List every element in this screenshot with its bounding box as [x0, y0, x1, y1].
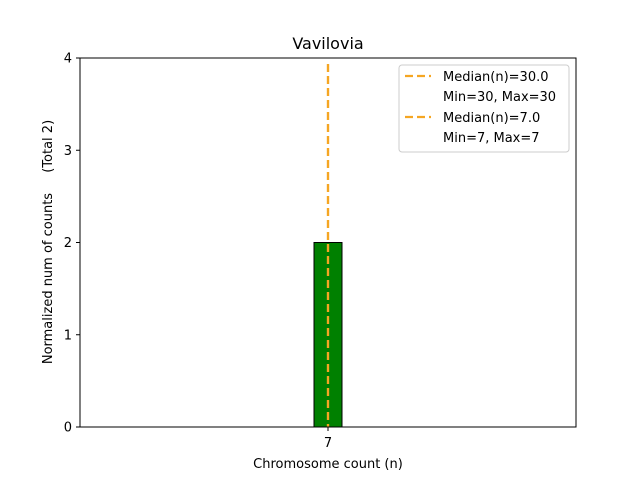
- y-axis-label-text: Normalized num of counts (Total 2): [41, 120, 56, 364]
- y-tick-label: 2: [64, 236, 72, 251]
- legend-box: [398, 64, 570, 153]
- x-axis: 7: [324, 427, 332, 451]
- chart-title: Vavilovia: [292, 34, 363, 53]
- y-tick-label: 4: [64, 52, 72, 67]
- y-axis-label-total: (Total 2): [41, 120, 56, 173]
- legend-label: Median(n)=30.0: [443, 70, 549, 85]
- legend-sublabel: Min=7, Max=7: [443, 131, 540, 146]
- legend-label: Median(n)=7.0: [443, 111, 540, 126]
- x-tick-label: 7: [324, 436, 332, 451]
- y-axis: 0 1 2 3 4: [64, 52, 80, 436]
- legend: Median(n)=30.0 Min=30, Max=30 Median(n)=7.…: [398, 64, 570, 153]
- y-axis-label: Normalized num of counts (Total 2): [41, 120, 56, 364]
- plot-frame: [79, 57, 577, 428]
- legend-sublabel: Min=30, Max=30: [443, 90, 556, 105]
- x-axis-label: Chromosome count (n): [253, 457, 403, 472]
- y-tick-label: 3: [64, 144, 72, 159]
- y-axis-label-main: Normalized num of counts: [41, 193, 56, 364]
- y-tick-label: 1: [64, 328, 72, 343]
- y-tick-label: 0: [64, 421, 72, 436]
